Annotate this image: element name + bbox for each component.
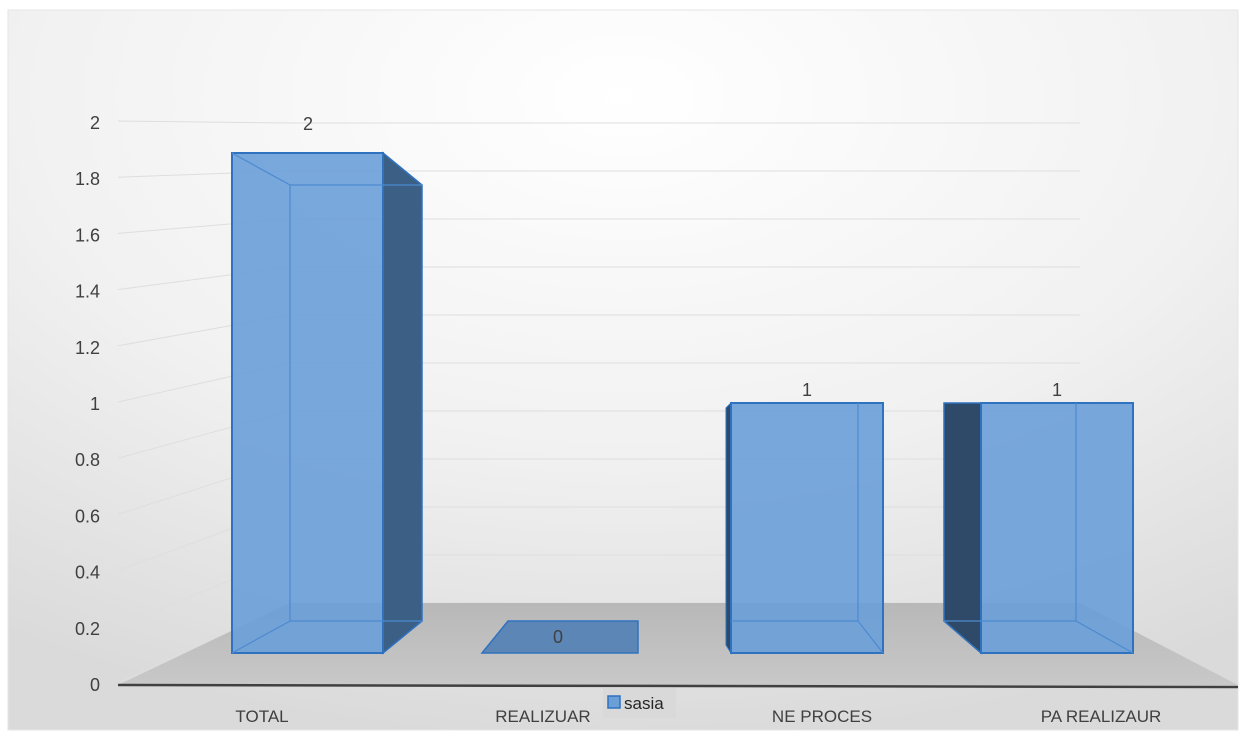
category-label: TOTAL — [235, 707, 288, 726]
y-tick-label: 0.2 — [75, 619, 100, 639]
x-axis-line — [117, 683, 1239, 689]
category-label: NE PROCES — [772, 707, 872, 726]
bar-flat — [480, 620, 639, 654]
legend-label: sasia — [624, 694, 664, 713]
y-tick-label: 1.2 — [75, 338, 100, 358]
bar — [231, 151, 423, 655]
y-tick-label: 0 — [90, 675, 100, 695]
bar-face — [231, 152, 384, 654]
data-label: 1 — [1052, 380, 1062, 400]
bar-edge — [1075, 620, 1134, 654]
category-label: PA REALIZAUR — [1041, 707, 1162, 726]
data-label: 1 — [802, 380, 812, 400]
legend: sasia — [603, 688, 676, 718]
y-tick-label: 1.6 — [75, 225, 100, 245]
data-label: 0 — [553, 627, 563, 647]
bar-edge — [231, 152, 291, 654]
bar-face — [980, 402, 1134, 654]
bar-face — [730, 402, 884, 654]
bar — [943, 402, 1134, 655]
bar — [725, 401, 884, 655]
bar-side — [382, 151, 423, 655]
y-tick-label: 1 — [90, 394, 100, 414]
category-label: REALIZUAR — [495, 707, 590, 726]
y-tick-label: 0.6 — [75, 506, 100, 526]
y-tick-label: 0.8 — [75, 450, 100, 470]
y-tick-label: 2 — [90, 113, 100, 133]
bar-side — [943, 402, 982, 655]
legend-swatch — [607, 695, 621, 709]
y-tick-label: 0.4 — [75, 563, 100, 583]
bar-edge — [857, 620, 884, 654]
data-label: 2 — [303, 114, 313, 134]
bar — [480, 620, 639, 654]
y-tick-label: 1.8 — [75, 169, 100, 189]
gridline-side — [117, 120, 291, 124]
y-tick-label: 1.4 — [75, 282, 100, 302]
